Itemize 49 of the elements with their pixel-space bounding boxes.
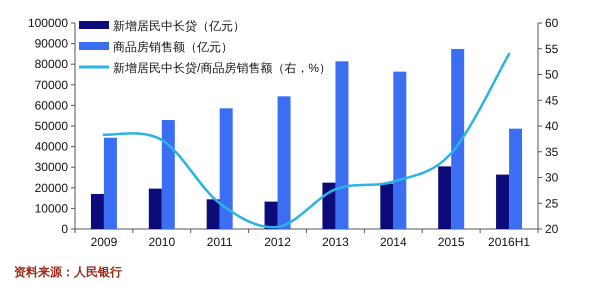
y2-tick-label: 60	[545, 16, 559, 30]
y-tick-label: 0	[61, 222, 68, 236]
bar	[148, 188, 162, 229]
x-tick-label: 2014	[380, 235, 407, 249]
y2-tick-label: 50	[545, 68, 559, 82]
bar	[380, 184, 394, 229]
y-tick-label: 10000	[34, 201, 68, 216]
y2-tick-label: 30	[545, 170, 559, 184]
bar	[393, 72, 406, 229]
bar	[220, 108, 233, 229]
bar	[496, 174, 510, 229]
bar	[451, 48, 464, 229]
y-tick-label: 40000	[34, 140, 68, 154]
x-tick-label: 2013	[322, 235, 350, 249]
y2-tick-label: 20	[545, 222, 559, 236]
x-tick-label: 2012	[264, 235, 292, 249]
y2-tick-label: 45	[545, 93, 559, 108]
y2-tick-label: 25	[545, 196, 559, 210]
y-tick-label: 90000	[34, 36, 68, 51]
bar	[162, 120, 175, 229]
y-tick-label: 50000	[34, 119, 68, 133]
bar	[264, 202, 278, 229]
y-tick-label: 60000	[34, 98, 68, 112]
y-tick-label: 80000	[34, 57, 68, 72]
x-tick-label: 2011	[206, 235, 233, 249]
line-series	[102, 52, 510, 228]
bar	[322, 182, 336, 229]
legend-label: 商品房销售额（亿元）	[113, 40, 233, 54]
x-tick-label: 2016H1	[488, 235, 530, 249]
x-tick-label: 2015	[438, 235, 465, 249]
legend-label: 新增居民中长贷/商品房销售额（右，%）	[113, 61, 332, 75]
x-tick-label: 2009	[90, 235, 118, 249]
y-tick-label: 20000	[34, 180, 68, 195]
bar	[335, 61, 348, 229]
x-tick-label: 2010	[148, 235, 176, 249]
bar	[278, 96, 291, 229]
bar	[90, 194, 104, 229]
y-tick-label: 30000	[34, 160, 68, 174]
bar	[509, 128, 522, 229]
y2-tick-label: 35	[545, 144, 559, 159]
bar	[104, 138, 117, 229]
legend-label: 新增居民中长贷（亿元）	[113, 19, 245, 33]
bar	[206, 199, 220, 229]
y2-tick-label: 55	[545, 42, 559, 56]
text: 资料来源：人民银行	[14, 265, 122, 279]
y-tick-label: 100000	[28, 16, 68, 30]
y2-tick-label: 40	[545, 119, 559, 133]
bar	[438, 166, 452, 229]
y-tick-label: 70000	[34, 78, 68, 92]
